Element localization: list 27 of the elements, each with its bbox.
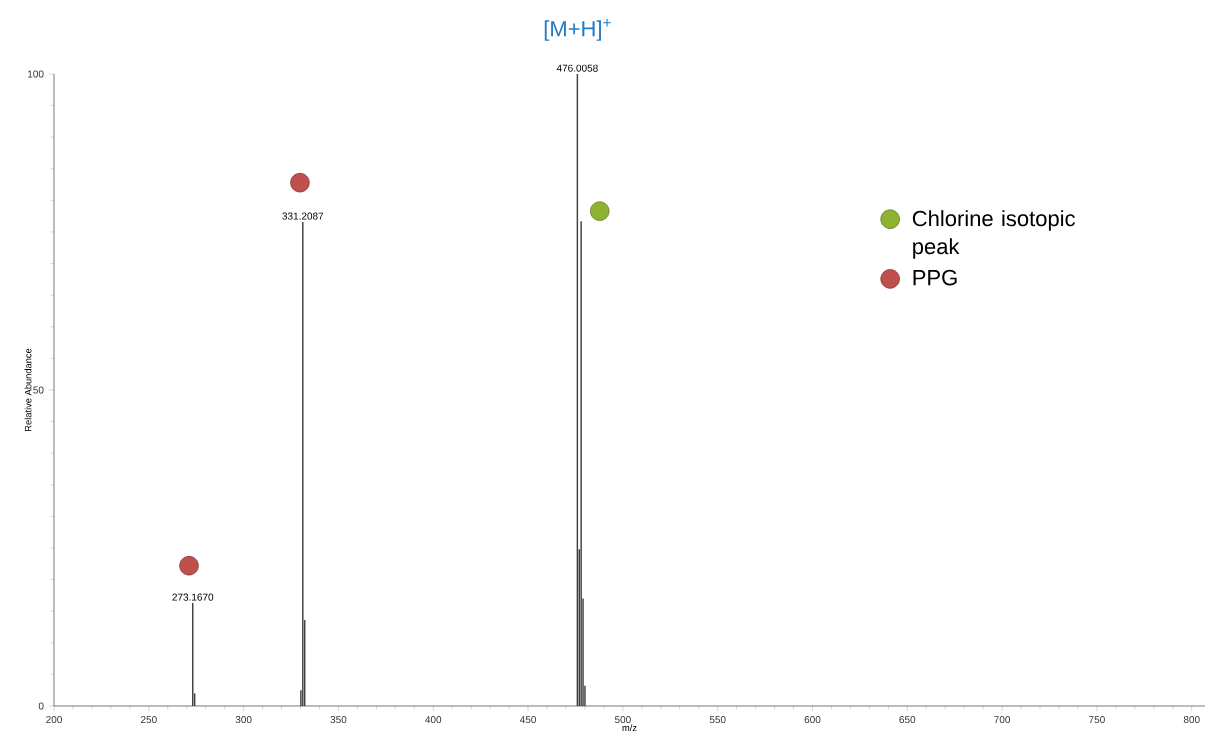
y-tick-label: 100 — [28, 70, 44, 78]
x-tick-label: 600 — [804, 716, 821, 724]
x-tick-label: 200 — [46, 716, 62, 724]
x-tick-label: 800 — [1183, 716, 1200, 724]
point — [590, 201, 610, 221]
x-tick-label: 350 — [330, 716, 347, 724]
point — [179, 555, 199, 576]
x-tick-label: 750 — [1089, 716, 1105, 724]
x-tick-label: 550 — [709, 716, 726, 724]
x-tick-label: 650 — [899, 716, 916, 724]
x-tick-label: 700 — [994, 716, 1011, 724]
x-axis-title: m/z — [622, 724, 637, 732]
y-tick-label: 50 — [33, 386, 44, 394]
legend-label: PPG — [913, 269, 957, 286]
x-tick-label: 250 — [140, 716, 157, 724]
x-tick-label: 500 — [614, 716, 631, 724]
annotation: 476.0058 — [556, 64, 598, 72]
annotation: 331.2087 — [282, 212, 324, 220]
x-tick-label: 300 — [235, 716, 252, 724]
chart-title: [M+H]$^{+}$ — [544, 19, 611, 41]
y-axis-title: Relative Abundance — [24, 348, 32, 431]
point — [290, 172, 310, 193]
legend-label: Chlorine isotopic peak — [912, 210, 1075, 259]
x-tick-label: 400 — [425, 716, 442, 724]
annotation: 273.1670 — [172, 593, 214, 601]
y-tick-label: 0 — [38, 702, 44, 710]
x-tick-label: 450 — [519, 716, 536, 724]
